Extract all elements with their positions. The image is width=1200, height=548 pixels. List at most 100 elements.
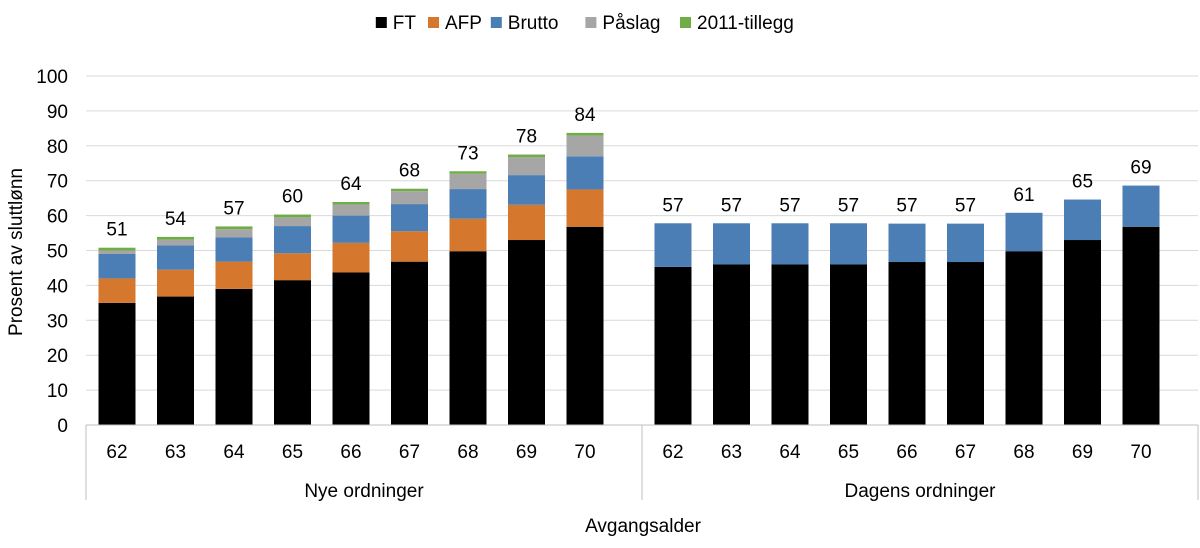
x-tick-label: 62: [662, 442, 683, 463]
bar-segment-ft: [1005, 251, 1043, 425]
bar-segment-ft: [449, 251, 487, 425]
y-tick-label: 100: [36, 67, 68, 88]
x-tick-label: 68: [457, 442, 478, 463]
x-tick-label: 65: [838, 442, 859, 463]
total-label: 57: [779, 195, 800, 216]
y-axis-tick-labels: 0 10 20 30 40 50 60 70 80 90 100: [36, 67, 68, 437]
legend-swatch: [490, 17, 502, 28]
bar-segment-brutto: [274, 226, 311, 254]
bar-segment-ft: [771, 264, 809, 425]
bar-segment-ft: [566, 226, 604, 425]
bar-segment-p-slag: [508, 157, 545, 176]
y-tick-label: 60: [47, 207, 68, 228]
bar-segment-ft: [947, 262, 984, 425]
y-tick-label: 40: [47, 276, 68, 297]
bar-segment-afp: [508, 204, 545, 241]
bar-segment-brutto: [654, 223, 692, 267]
bars: [98, 132, 1160, 425]
total-label: 54: [165, 209, 187, 230]
x-tick-label: 63: [165, 442, 186, 463]
bar-segment-ft: [274, 280, 311, 425]
legend-label: Påslag: [602, 13, 660, 34]
y-tick-label: 0: [57, 416, 68, 437]
y-tick-label: 10: [47, 381, 68, 402]
total-data-labels: 51 54 57 60 64 68 73 78 84 57 57 57 57 57 57 61 65 69: [106, 105, 1151, 241]
legend-label: AFP: [445, 13, 482, 34]
gridlines: [86, 75, 1198, 391]
bar-segment-p-slag: [215, 229, 253, 238]
bar-segment-2011-tillegg: [157, 236, 194, 240]
bar-segment-ft: [654, 266, 692, 425]
total-label: 78: [516, 127, 537, 148]
bar-segment-afp: [449, 218, 487, 252]
y-tick-label: 80: [47, 137, 68, 158]
bar-segment-2011-tillegg: [215, 226, 253, 230]
total-label: 57: [662, 195, 683, 216]
bar-segment-ft: [1064, 240, 1101, 425]
x-tick-label: 67: [955, 442, 976, 463]
bar-segment-p-slag: [274, 217, 311, 227]
bar-segment-ft: [157, 296, 194, 425]
total-label: 51: [106, 220, 127, 241]
total-label: 65: [1072, 172, 1093, 193]
bar-segment-brutto: [713, 223, 750, 265]
total-label: 84: [574, 105, 596, 126]
bar-segment-2011-tillegg: [508, 154, 545, 158]
total-label: 57: [838, 195, 859, 216]
x-tick-label: 69: [516, 442, 537, 463]
total-label: 68: [399, 161, 420, 182]
bar-segment-ft: [332, 272, 370, 425]
bar-segment-p-slag: [157, 239, 194, 246]
x-tick-label: 67: [399, 442, 420, 463]
total-label: 61: [1013, 185, 1034, 206]
bar-segment-brutto: [508, 175, 545, 205]
bar-segment-2011-tillegg: [391, 188, 428, 192]
y-tick-label: 90: [47, 102, 68, 123]
bar-segment-p-slag: [332, 204, 370, 216]
legend-swatch: [680, 17, 691, 28]
legend-swatch: [375, 17, 387, 28]
bar-segment-ft: [830, 264, 867, 425]
legend-swatch: [428, 17, 439, 28]
bar-segment-brutto: [98, 253, 136, 279]
bar-segment-p-slag: [449, 173, 487, 190]
x-tick-label: 62: [106, 442, 127, 463]
x-tick-label: 70: [574, 442, 595, 463]
bar-segment-ft: [215, 288, 253, 425]
bar-segment-brutto: [888, 223, 926, 263]
group-label: Nye ordninger: [304, 481, 424, 502]
bar-segment-brutto: [947, 223, 984, 263]
bar-segment-afp: [274, 253, 311, 281]
legend: FT AFP Brutto Påslag 2011-tillegg: [375, 13, 794, 34]
bar-segment-brutto: [391, 204, 428, 232]
legend-swatch: [585, 17, 597, 28]
bar-segment-brutto: [215, 237, 253, 262]
bar-segment-afp: [391, 231, 428, 262]
bar-segment-ft: [391, 261, 428, 425]
bar-segment-brutto: [771, 223, 809, 265]
bar-segment-ft: [1122, 226, 1160, 425]
legend-label: FT: [393, 13, 417, 34]
bar-segment-afp: [332, 242, 370, 273]
bar-segment-brutto: [332, 215, 370, 243]
y-axis-title: Prosent av sluttlønn: [6, 168, 27, 336]
total-label: 73: [457, 143, 478, 164]
x-tick-label: 68: [1013, 442, 1034, 463]
legend-label: 2011-tillegg: [697, 13, 794, 34]
bar-segment-brutto: [830, 223, 867, 265]
bar-segment-p-slag: [391, 191, 428, 205]
bar-segment-2011-tillegg: [332, 201, 370, 205]
bar-segment-ft: [888, 262, 926, 425]
total-label: 60: [282, 187, 303, 208]
bar-segment-brutto: [566, 156, 604, 190]
x-tick-label: 70: [1130, 442, 1151, 463]
bar-segment-afp: [215, 261, 253, 289]
bar-segment-afp: [98, 278, 136, 303]
bar-segment-brutto: [1005, 212, 1043, 252]
group-label: Dagens ordninger: [844, 481, 996, 502]
bar-segment-2011-tillegg: [566, 132, 604, 136]
total-label: 69: [1130, 158, 1151, 179]
y-tick-label: 20: [47, 346, 68, 367]
x-tick-label: 66: [340, 442, 361, 463]
